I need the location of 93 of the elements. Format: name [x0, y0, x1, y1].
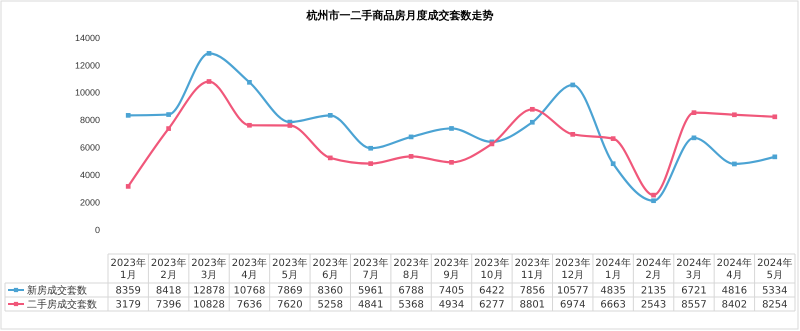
y-tick-label: 8000	[80, 115, 100, 126]
point	[328, 113, 333, 118]
data-label: 4816	[722, 286, 748, 296]
data-label: 6788	[398, 286, 424, 296]
x-tick-label: 2023年8月	[393, 257, 429, 281]
point	[288, 123, 292, 128]
data-label: 6422	[479, 286, 505, 296]
legend-label: 新房成交套数	[27, 284, 87, 296]
y-tick-label: 14000	[74, 32, 100, 43]
x-tick-label: 2023年7月	[352, 257, 388, 281]
point	[166, 126, 171, 131]
point	[772, 154, 778, 160]
point	[570, 82, 576, 88]
data-label: 7856	[520, 286, 546, 296]
point	[449, 160, 454, 165]
point	[610, 161, 616, 166]
data-label: 8360	[318, 286, 343, 296]
data-label: 4934	[438, 300, 464, 310]
data-label: 6277	[479, 300, 505, 310]
point	[692, 135, 696, 140]
point	[772, 114, 778, 120]
x-tick-label: 2023年4月	[232, 257, 268, 281]
point	[732, 112, 737, 118]
y-tick-label: 4000	[80, 170, 100, 180]
point	[651, 198, 656, 204]
data-label: 6974	[560, 300, 586, 310]
x-tick-label: 2024年1月	[595, 257, 631, 281]
data-label: 2135	[640, 286, 666, 296]
point	[651, 192, 656, 198]
point	[530, 120, 535, 125]
point	[570, 132, 576, 137]
data-label: 6663	[600, 300, 626, 310]
point	[247, 80, 252, 85]
data-label: 7405	[438, 286, 464, 296]
point	[408, 134, 414, 140]
data-label: 5258	[318, 300, 343, 310]
x-tick-label: 2023年9月	[434, 257, 470, 281]
y-tick-label: 0	[94, 224, 100, 235]
point	[247, 122, 252, 128]
data-label: 5334	[762, 286, 788, 296]
x-tick-label: 2023年2月	[150, 257, 186, 281]
data-label: 5368	[398, 300, 424, 310]
data-label: 2543	[640, 300, 666, 310]
x-tick-label: 2024年5月	[757, 257, 793, 281]
legend-label: 二手房成交套数	[27, 298, 97, 310]
point	[206, 51, 212, 56]
data-label: 8418	[156, 286, 182, 296]
data-label: 8359	[115, 286, 141, 296]
x-tick-label: 2023年1月	[110, 257, 146, 281]
point	[166, 112, 171, 117]
x-tick-label: 2023年6月	[312, 257, 348, 281]
point	[206, 79, 212, 84]
y-tick-label: 6000	[80, 142, 100, 153]
x-tick-label: 2023年12月	[555, 257, 590, 281]
point	[368, 146, 374, 151]
data-label: 8402	[722, 300, 748, 310]
data-label: 8254	[762, 300, 788, 310]
point	[449, 126, 454, 131]
data-label: 10828	[193, 300, 225, 310]
data-label: 5961	[358, 286, 384, 296]
data-label: 10577	[556, 286, 589, 296]
data-label: 7396	[156, 300, 182, 310]
data-label: 4835	[600, 286, 626, 296]
data-label: 8557	[681, 300, 707, 310]
data-label: 3179	[115, 300, 141, 310]
point	[530, 106, 535, 112]
x-tick-label: 2024年4月	[716, 257, 752, 281]
point	[126, 113, 131, 118]
data-label: 7869	[277, 286, 303, 296]
chart-title: 杭州市一二手商品房月度成交套数走势	[306, 9, 494, 22]
point	[692, 110, 696, 115]
x-tick-label: 2023年3月	[191, 257, 227, 281]
point	[610, 136, 616, 141]
y-tick-label: 10000	[74, 88, 100, 98]
data-label: 6721	[681, 286, 707, 296]
data-label: 7620	[277, 300, 303, 310]
data-label: 12878	[193, 286, 225, 296]
point	[126, 184, 131, 189]
data-label: 10768	[234, 286, 266, 296]
data-label: 7636	[236, 300, 262, 310]
data-label: 4841	[358, 300, 384, 310]
point	[328, 156, 333, 160]
y-tick-label: 2000	[80, 197, 100, 208]
point	[732, 162, 737, 166]
x-tick-label: 2023年11月	[514, 257, 550, 281]
x-tick-label: 2024年2月	[636, 257, 672, 281]
x-tick-label: 2024年3月	[676, 257, 712, 281]
x-tick-label: 2023年10月	[474, 257, 510, 281]
y-tick-label: 12000	[74, 60, 100, 70]
data-label: 8801	[520, 300, 546, 310]
point	[368, 161, 374, 166]
point	[408, 154, 414, 159]
x-tick-label: 2023年5月	[272, 257, 308, 281]
